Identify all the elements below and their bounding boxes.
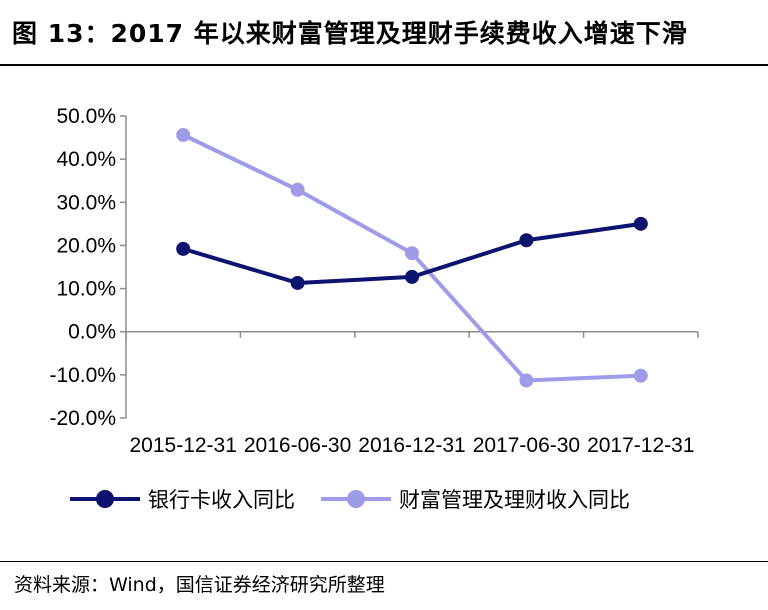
x-tick-label: 2016-06-30	[244, 434, 351, 457]
series-layer	[176, 127, 648, 388]
y-tick-label: -10.0%	[49, 364, 116, 387]
x-tick-label: 2017-06-30	[473, 434, 580, 457]
legend-label-series-1: 财富管理及理财收入同比	[399, 488, 630, 512]
y-tick-label: 0.0%	[68, 321, 116, 344]
source-note: 资料来源：Wind，国信证券经济研究所整理	[14, 574, 385, 596]
footer-divider	[0, 561, 768, 562]
series-0-point	[519, 233, 534, 248]
legend-label-series-0: 银行卡收入同比	[148, 488, 295, 512]
line-chart: 50.0% 40.0% 30.0% 20.0% 10.0% 0.0% -10.0% -20.0…	[49, 105, 699, 457]
y-tick-label: 30.0%	[56, 191, 116, 214]
x-tick-label: 2015-12-31	[129, 434, 236, 457]
series-1-point	[176, 127, 191, 142]
y-tick-label: 50.0%	[56, 105, 116, 128]
series-1-point	[633, 368, 648, 383]
title-divider	[0, 64, 768, 66]
y-tick-label: 40.0%	[56, 148, 116, 171]
series-0-point	[290, 275, 305, 290]
series-1-point	[405, 246, 419, 261]
y-axis: 50.0% 40.0% 30.0% 20.0% 10.0% 0.0% -10.0% -20.0…	[49, 105, 127, 430]
series-0-point	[633, 216, 648, 231]
legend: 银行卡收入同比 财富管理及理财收入同比	[70, 484, 630, 514]
chart-title: 图 13：2017 年以来财富管理及理财手续费收入增速下滑	[12, 19, 688, 48]
series-1-point	[290, 182, 305, 197]
legend-item-series-0: 银行卡收入同比	[70, 484, 295, 514]
y-tick-label: -20.0%	[49, 407, 116, 430]
legend-marker-series-0	[70, 490, 140, 508]
series-1-point	[519, 373, 534, 388]
legend-marker-series-1	[321, 490, 391, 508]
x-tick-label: 2017-12-31	[587, 434, 694, 457]
series-0-point	[405, 269, 419, 284]
x-tick-label: 2016-12-31	[358, 434, 465, 457]
x-axis: 2015-12-31 2016-06-30 2016-12-31 2017-06-30…	[125, 330, 699, 457]
legend-item-series-1: 财富管理及理财收入同比	[321, 484, 630, 514]
y-tick-label: 20.0%	[56, 234, 116, 257]
y-tick-label: 10.0%	[56, 278, 116, 301]
series-0-point	[176, 241, 191, 256]
